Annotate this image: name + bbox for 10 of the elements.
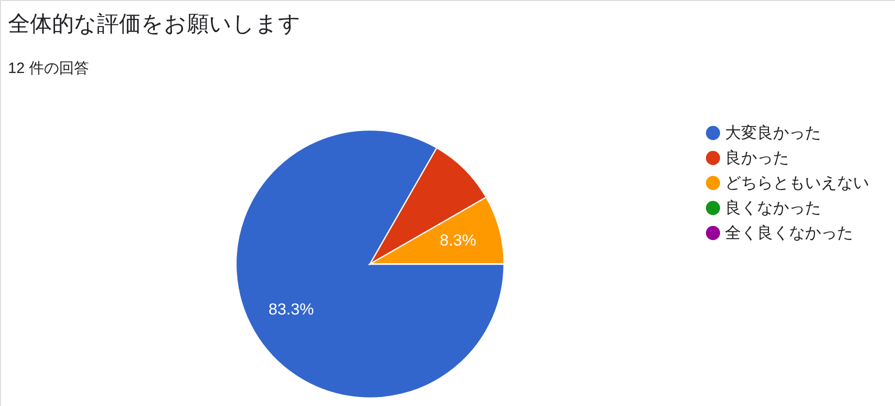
legend-label: 全く良くなかった	[725, 224, 853, 242]
text: 12 件の回答	[8, 60, 89, 77]
legend-label: 良かった	[725, 149, 789, 167]
pie-slice	[236, 129, 505, 398]
legend-label: 大変良かった	[725, 124, 821, 142]
data-label: 83.3%	[268, 302, 314, 319]
data-label: 8.3%	[440, 232, 476, 250]
legend-label: 良くなかった	[725, 199, 821, 217]
chart-title: 全体的な評価をお願いします	[8, 11, 301, 36]
legend-label: どちらともいえない	[725, 175, 869, 192]
